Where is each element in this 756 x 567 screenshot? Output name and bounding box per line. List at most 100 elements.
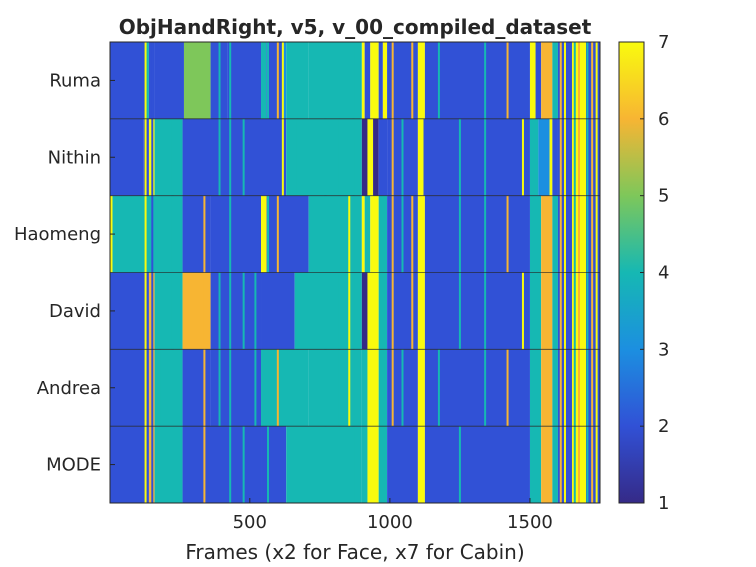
heatmap-stripe (401, 195, 404, 273)
heatmap-cell (378, 349, 388, 427)
heatmap-stripe (352, 272, 355, 350)
heatmap-stripe (591, 272, 594, 350)
heatmap-stripe (506, 349, 509, 427)
heatmap-cell (110, 349, 149, 427)
x-tick-label: 500 (233, 512, 267, 533)
heatmap-stripe (296, 272, 299, 350)
heatmap-stripe (144, 426, 147, 503)
heatmap-stripe (563, 195, 566, 273)
heatmap-cell (182, 349, 211, 427)
heatmap-cell (154, 426, 183, 503)
heatmap-stripe (391, 42, 394, 119)
heatmap-stripe (411, 42, 414, 119)
plot-frame (109, 41, 601, 504)
heatmap-cell (182, 195, 211, 273)
heatmap-stripe (586, 272, 589, 350)
heatmap-cell (552, 426, 558, 503)
colorbar-tick-label: 3 (658, 339, 669, 360)
colorbar-tick-label: 7 (658, 32, 669, 53)
heatmap-cell (110, 42, 147, 119)
heatmap-cell (266, 42, 284, 119)
heatmap-stripe (242, 272, 245, 350)
heatmap-cell (370, 42, 379, 119)
heatmap-cell (541, 272, 553, 350)
row-label: MODE (46, 455, 101, 476)
heatmap-stripe (348, 349, 351, 427)
heatmap-stripe (151, 426, 154, 503)
heatmap-stripe (338, 272, 341, 350)
heatmap-cell (110, 426, 149, 503)
heatmap-stripe (229, 272, 232, 350)
heatmap-cell (367, 349, 379, 427)
heatmap-stripe (352, 42, 355, 119)
heatmap-cell (154, 42, 184, 119)
heatmap-stripe (338, 118, 341, 196)
heatmap-cell (541, 42, 553, 119)
heatmap-cell (549, 118, 553, 196)
colorbar-tick-label: 6 (658, 109, 669, 130)
heatmap-cell (424, 272, 530, 350)
heatmap-stripe (484, 272, 487, 350)
heatmap-stripe (586, 195, 589, 273)
heatmap-stripe (276, 195, 279, 273)
heatmap-stripe (218, 272, 221, 350)
heatmap-cell (538, 118, 550, 196)
heatmap-stripe (595, 349, 598, 427)
heatmap-stripe (586, 349, 589, 427)
heatmap-stripe (521, 118, 524, 196)
heatmap-stripe (254, 272, 257, 350)
heatmap-cell (378, 426, 388, 503)
row-gridlines (110, 118, 600, 427)
heatmap-stripe (484, 42, 487, 119)
heatmap-cell (367, 426, 379, 503)
heatmap-stripe (595, 272, 598, 350)
heatmap-stripe (591, 195, 594, 273)
heatmap-stripe (506, 42, 509, 119)
heatmap-stripe (144, 195, 147, 273)
heatmap-stripe (559, 272, 562, 350)
heatmap-stripe (581, 272, 584, 350)
heatmap-cell (529, 272, 542, 350)
heatmap-cell (361, 426, 368, 503)
heatmap-stripe (144, 118, 147, 196)
heatmap-stripe (229, 426, 232, 503)
heatmap-stripe (352, 118, 355, 196)
heatmap-cell (261, 349, 309, 427)
heatmap-stripe (229, 195, 232, 273)
heatmap-stripe (218, 42, 221, 119)
heatmap-stripe (563, 349, 566, 427)
heatmap-stripe (352, 195, 355, 273)
row-label: Ruma (49, 70, 101, 91)
heatmap-stripe (595, 195, 598, 273)
heatmap-cell (286, 118, 362, 196)
heatmap-stripe (158, 349, 161, 427)
heatmap-stripe (573, 426, 576, 503)
heatmap-stripe (573, 118, 576, 196)
colorbar (618, 41, 645, 504)
heatmap-stripe (267, 42, 270, 119)
colorbar-tick-label: 5 (658, 186, 669, 207)
heatmap-cell (417, 272, 425, 350)
x-axis-label: Frames (x2 for Face, x7 for Cabin) (185, 540, 524, 564)
heatmap-stripe (577, 272, 580, 350)
heatmap-stripe (559, 426, 562, 503)
heatmap-stripe (591, 349, 594, 427)
heatmap-stripe (391, 349, 394, 427)
heatmap-stripe (144, 349, 147, 427)
heatmap (110, 42, 600, 503)
heatmap-cell (210, 195, 262, 273)
heatmap-stripe (581, 42, 584, 119)
heatmap-cell (182, 426, 261, 503)
colorbar-tick-label: 4 (658, 263, 669, 284)
heatmap-stripe (573, 349, 576, 427)
heatmap-cell (541, 195, 553, 273)
heatmap-stripe (577, 349, 580, 427)
heatmap-stripe (401, 118, 404, 196)
heatmap-cell (261, 42, 267, 119)
colorbar-tick-label: 1 (658, 493, 669, 514)
heatmap-stripe (591, 118, 594, 196)
row-label: Haomeng (14, 224, 101, 245)
heatmap-cell (378, 118, 388, 196)
heatmap-stripe (521, 272, 524, 350)
